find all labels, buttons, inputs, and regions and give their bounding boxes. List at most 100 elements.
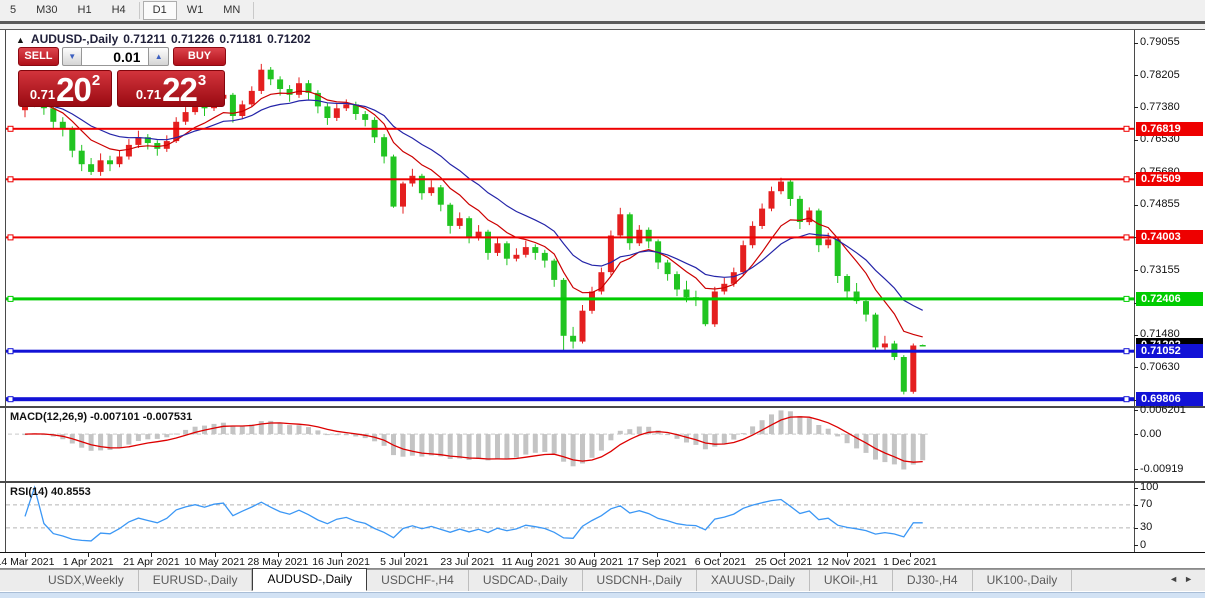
- ma-slow-line: [24, 99, 923, 311]
- macd-histogram-bar: [580, 434, 585, 464]
- tab-dj30-h4[interactable]: DJ30-,H4: [893, 570, 973, 591]
- candle-body: [494, 243, 501, 253]
- rsi-tick-mark: [1134, 527, 1138, 529]
- line-handle[interactable]: [1123, 396, 1130, 403]
- line-handle[interactable]: [7, 295, 14, 302]
- resistance-line-0.75509[interactable]: [6, 178, 1134, 181]
- sell-price-panel[interactable]: 0.71 20 2: [18, 70, 112, 107]
- toolbar-divider: [253, 2, 255, 19]
- candle-body: [919, 345, 926, 347]
- macd-histogram-bar: [891, 434, 897, 465]
- date-label-5-jul-2021: 5 Jul 2021: [380, 556, 429, 568]
- candle-body: [872, 314, 879, 348]
- buy-price-panel[interactable]: 0.71 22 3: [117, 70, 225, 107]
- line-handle[interactable]: [1123, 176, 1130, 183]
- date-tick-mark: [88, 552, 90, 557]
- date-tick-mark: [277, 552, 279, 557]
- line-handle[interactable]: [1123, 234, 1130, 241]
- tab-usdcnh-daily[interactable]: USDCNH-,Daily: [583, 570, 697, 591]
- macd-histogram-bar: [315, 430, 321, 435]
- sell-button[interactable]: SELL: [18, 47, 59, 66]
- line-price-label-0.71052[interactable]: 0.71052: [1136, 344, 1203, 359]
- volume-decrease-button[interactable]: ▼: [61, 47, 83, 66]
- macd-histogram-bar: [920, 434, 926, 461]
- candle-body: [447, 204, 454, 226]
- tab-eurusd-daily[interactable]: EURUSD-,Daily: [139, 570, 253, 591]
- line-price-label-0.72406[interactable]: 0.72406: [1136, 291, 1203, 306]
- volume-increase-button[interactable]: ▲: [148, 47, 170, 66]
- tab-uk100-daily[interactable]: UK100-,Daily: [973, 570, 1073, 591]
- line-handle[interactable]: [1123, 125, 1130, 132]
- candle-body: [296, 83, 302, 95]
- resistance-line-0.74003[interactable]: [6, 236, 1134, 239]
- macd-panel-divider[interactable]: [0, 406, 1205, 408]
- date-label-14-mar-2021: 14 Mar 2021: [0, 556, 55, 568]
- macd-histogram-bar: [806, 418, 812, 435]
- timeframe-button-H4[interactable]: H4: [111, 4, 126, 16]
- macd-histogram-bar: [712, 434, 718, 447]
- macd-histogram-bar: [296, 425, 302, 435]
- line-handle[interactable]: [7, 125, 14, 132]
- macd-histogram-bar: [287, 425, 293, 435]
- window-bottom-edge: [0, 568, 1205, 569]
- tab-xauusd-daily[interactable]: XAUUSD-,Daily: [697, 570, 810, 591]
- line-handle[interactable]: [1123, 295, 1130, 302]
- macd-histogram-bar: [154, 434, 160, 439]
- buy-button[interactable]: BUY: [173, 47, 227, 66]
- candle-body: [437, 187, 444, 205]
- tab-scroll-left-icon[interactable]: ◄: [1169, 574, 1185, 584]
- resistance-line-0.76819[interactable]: [6, 127, 1134, 130]
- timeframe-button-MN[interactable]: MN: [223, 4, 241, 16]
- line-handle[interactable]: [7, 234, 14, 241]
- timeframe-button-W1[interactable]: W1: [186, 4, 204, 16]
- timeframe-button-5[interactable]: 5: [10, 4, 17, 16]
- candle-body: [522, 247, 529, 255]
- price-tick-mark: [1134, 334, 1138, 336]
- open-value: 0.71211: [123, 32, 166, 46]
- buy-price-prefix: 0.71: [135, 87, 162, 102]
- timeframe-button-M30[interactable]: M30: [36, 4, 58, 16]
- tab-usdcad-daily[interactable]: USDCAD-,Daily: [469, 570, 583, 591]
- support-line-0.72406[interactable]: [6, 297, 1134, 301]
- line-price-label-0.75509[interactable]: 0.75509: [1136, 172, 1203, 187]
- timeframe-button-D1[interactable]: D1: [142, 1, 177, 20]
- macd-histogram-bar: [324, 434, 330, 436]
- candle-body: [853, 291, 860, 302]
- tab-usdx-weekly[interactable]: USDX,Weekly: [34, 570, 139, 591]
- macd-tick-mark: [1134, 410, 1138, 412]
- tab-usdchf-h4[interactable]: USDCHF-,H4: [367, 570, 469, 591]
- rsi-tick-mark: [1134, 504, 1138, 506]
- line-handle[interactable]: [7, 348, 14, 355]
- line-handle[interactable]: [1123, 348, 1130, 355]
- macd-label: MACD(12,26,9) -0.007101 -0.007531: [10, 411, 192, 423]
- candle-body: [749, 225, 756, 246]
- macd-name: MACD(12,26,9): [10, 411, 88, 423]
- line-price-label-0.76819[interactable]: 0.76819: [1136, 121, 1203, 136]
- macd-histogram-bar: [532, 434, 538, 453]
- macd-histogram-bar: [551, 434, 557, 454]
- rsi-tick-mark: [1134, 545, 1138, 547]
- candle-body: [239, 104, 246, 116]
- macd-histogram-bar: [589, 434, 595, 458]
- timeframe-button-H1[interactable]: H1: [77, 4, 92, 16]
- line-handle[interactable]: [7, 176, 14, 183]
- macd-histogram-bar: [173, 433, 179, 435]
- volume-input[interactable]: [82, 47, 149, 66]
- tab-ukoil-h1[interactable]: UKOil-,H1: [810, 570, 893, 591]
- tab-audusd-daily[interactable]: AUDUSD-,Daily: [252, 568, 368, 591]
- line-price-label-0.69806[interactable]: 0.69806: [1136, 392, 1203, 407]
- tab-scroll-right-icon[interactable]: ►: [1184, 574, 1199, 584]
- macd-histogram-bar: [721, 434, 727, 444]
- one-click-toggle-icon[interactable]: ▲: [16, 35, 25, 45]
- line-handle[interactable]: [7, 396, 14, 403]
- line-price-label-0.74003[interactable]: 0.74003: [1136, 230, 1203, 245]
- chart-info-line: ▲ AUDUSD-,Daily 0.71211 0.71226 0.71181 0.712…: [16, 32, 316, 46]
- support-line-0.71052[interactable]: [6, 349, 1134, 353]
- rsi-panel-divider[interactable]: [0, 481, 1205, 483]
- date-label-28-may-2021: 28 May 2021: [247, 556, 309, 568]
- support-line-0.69806[interactable]: [6, 397, 1134, 402]
- candle-body: [333, 108, 340, 118]
- candle-body: [390, 156, 397, 207]
